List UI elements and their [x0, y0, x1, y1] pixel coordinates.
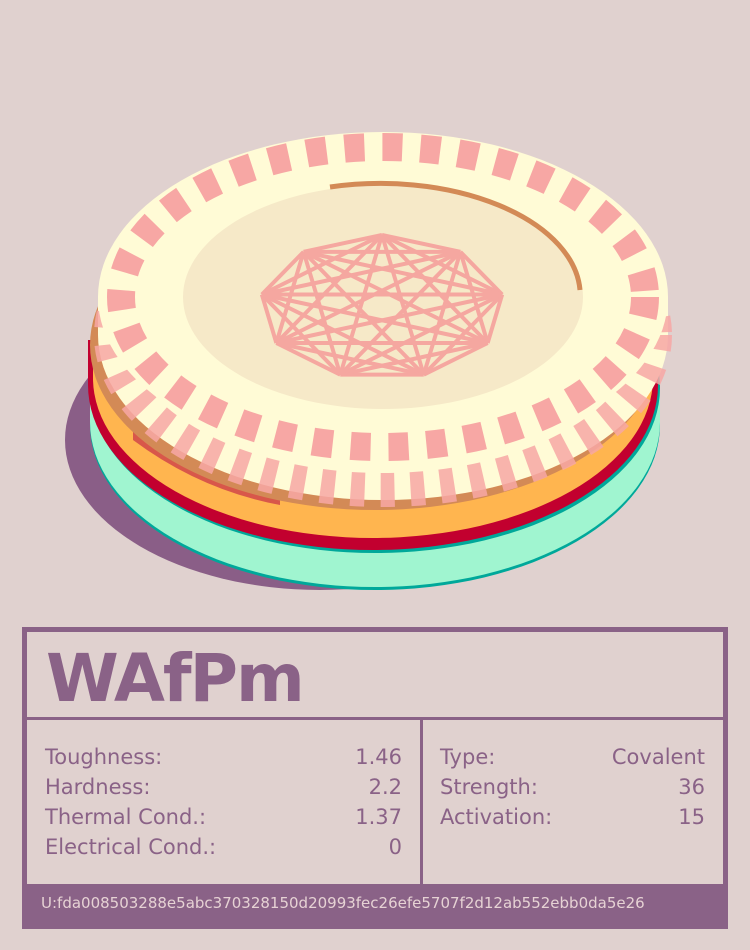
emblem-line: [485, 293, 505, 344]
emblem-line: [261, 249, 461, 297]
emblem-line: [380, 234, 426, 376]
emblem-line: [275, 292, 503, 345]
stat-value: 1.46: [355, 745, 402, 769]
emblem-line: [275, 341, 425, 377]
stat-row-electrical: Electrical Cond.: 0: [45, 832, 402, 862]
stat-label: Toughness:: [45, 745, 163, 769]
material-coin-illustration: [65, 132, 672, 590]
material-info-card: WAfPm Toughness: 1.46 Hardness: 2.2 Therma…: [22, 627, 728, 929]
stat-label: Hardness:: [45, 775, 151, 799]
emblem-line: [421, 251, 463, 376]
emblem-line: [381, 233, 504, 297]
stat-row-activation: Activation: 15: [440, 802, 705, 832]
stat-row-type: Type: Covalent: [440, 742, 705, 772]
stat-value: 36: [678, 775, 705, 799]
emblem-line: [458, 251, 490, 344]
emblem-line: [260, 292, 425, 377]
emblem-line: [339, 292, 504, 377]
bond-stats: Type: Covalent Strength: 36 Activation: 15: [423, 720, 723, 888]
emblem-line: [260, 293, 342, 377]
physical-stats: Toughness: 1.46 Hardness: 2.2 Thermal Cond…: [27, 720, 423, 888]
emblem-line: [274, 251, 306, 344]
emblem-line: [302, 250, 426, 377]
stat-value: Covalent: [611, 745, 705, 769]
emblem-line: [275, 250, 462, 345]
emblem-line: [381, 233, 461, 254]
emblem-line: [338, 234, 384, 376]
emblem-line: [422, 293, 504, 377]
stat-row-hardness: Hardness: 2.2: [45, 772, 402, 802]
material-id-footer: U:fda008503288e5abc370328150d20993fec26e…: [27, 884, 723, 924]
stat-value: 1.37: [355, 805, 402, 829]
stat-label: Type:: [440, 745, 496, 769]
emblem-line: [259, 293, 279, 344]
emblem-line: [458, 250, 504, 296]
emblem-line: [274, 233, 384, 345]
stat-row-toughness: Toughness: 1.46: [45, 742, 402, 772]
emblem-line: [275, 341, 342, 377]
emblem-line: [380, 233, 490, 345]
stat-value: 15: [678, 805, 705, 829]
coin-top: [94, 132, 672, 507]
nonagon-star-emblem: [259, 233, 505, 377]
emblem-line: [422, 341, 489, 377]
stat-label: Thermal Cond.:: [45, 805, 207, 829]
emblem-line: [338, 250, 462, 377]
emblem-line: [303, 249, 503, 297]
emblem-line: [261, 292, 489, 345]
material-name: WAfPm: [46, 640, 305, 717]
stat-label: Activation:: [440, 805, 553, 829]
emblem-line: [260, 233, 383, 297]
card-title-bar: WAfPm: [27, 632, 723, 720]
stat-label: Strength:: [440, 775, 538, 799]
stat-row-strength: Strength: 36: [440, 772, 705, 802]
stat-value: 0: [388, 835, 402, 859]
emblem-line: [301, 251, 343, 376]
emblem-line: [339, 341, 489, 377]
stat-value: 2.2: [368, 775, 402, 799]
emblem-line: [303, 233, 383, 254]
emblem-line: [302, 250, 489, 345]
emblem-line: [260, 250, 306, 296]
stat-label: Electrical Cond.:: [45, 835, 217, 859]
stat-row-thermal: Thermal Cond.: 1.37: [45, 802, 402, 832]
